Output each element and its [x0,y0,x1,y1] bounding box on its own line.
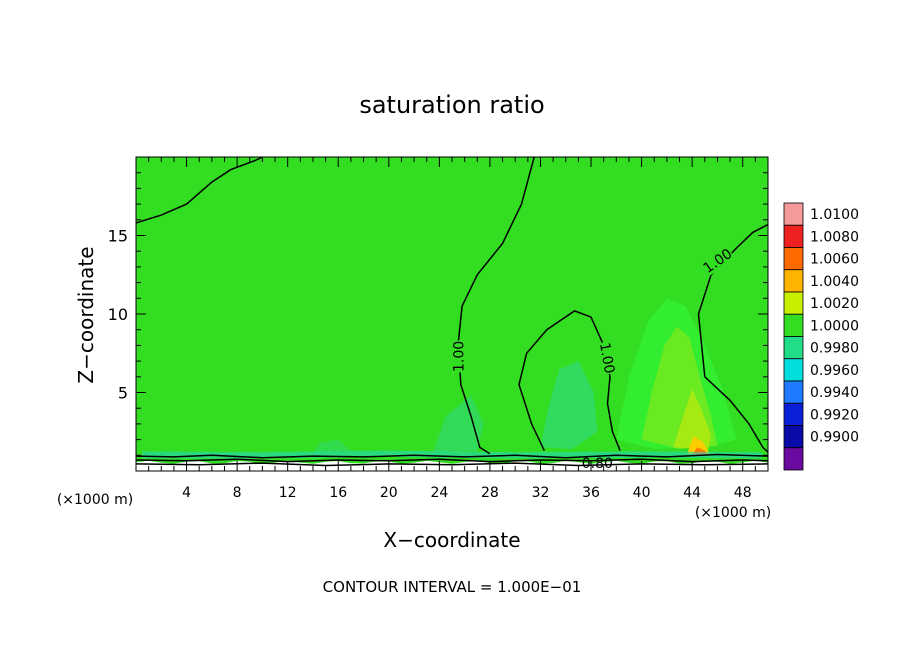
colorbar-swatch [783,247,804,271]
colorbar-label: 1.0060 [810,252,859,268]
colorbar-label: 0.9900 [810,430,859,446]
colorbar-swatch [783,291,804,315]
chart-title: saturation ratio [359,91,544,119]
x-tick-label: 4 [182,485,191,501]
field-patch-6 [433,395,484,453]
colorbar-swatch [783,447,804,471]
colorbar-label: 0.9960 [810,363,859,379]
plot-area: 1.00 1.001.000.80 [136,157,768,472]
y-tick-label: 10 [108,305,128,324]
colorbar-swatch [783,402,804,426]
colorbar-label: 1.0100 [810,207,859,223]
contour-line-2 [518,310,621,451]
colorbar-label: 0.9980 [810,341,859,357]
colorbar-label: 1.0020 [810,296,859,312]
contour-label-3: 0.80 [582,456,613,472]
x-tick-label: 12 [279,485,297,501]
x-tick-label: 28 [481,485,499,501]
x-axis-label: X−coordinate [383,528,520,552]
surface-band [136,460,768,471]
contour-line-0 [136,157,263,224]
colorbar-label: 1.0000 [810,318,859,334]
colorbar-label: 0.9920 [810,407,859,423]
colorbar-label: 0.9940 [810,385,859,401]
colorbar-swatch [783,269,804,293]
x-tick-label: 44 [683,485,701,501]
colorbar-label: 1.0040 [810,274,859,290]
field-patch-2 [673,389,712,449]
x-tick-label: 32 [532,485,550,501]
y-axis-label: Z−coordinate [74,246,98,383]
colorbar-swatch [783,358,804,382]
colorbar-swatch [783,336,804,360]
field-patch-3 [687,436,710,454]
y-tick-label: 15 [108,227,128,246]
colorbar-swatch [783,202,804,226]
x-unit-right: (×1000 m) [695,505,771,521]
contour-label-bg-1 [596,340,619,376]
contour-line-4 [136,453,768,459]
contour-label-1: 1.00 [596,341,617,374]
colorbar-swatch [783,224,804,248]
x-tick-label: 8 [233,485,242,501]
x-tick-label: 24 [430,485,448,501]
x-tick-label: 48 [734,485,752,501]
x-tick-label: 40 [633,485,651,501]
x-tick-label: 16 [329,485,347,501]
contour-line-1 [457,157,535,455]
field-layer: 1.00 1.001.000.80 [136,157,768,472]
field-patch-5 [540,361,598,449]
colorbar: 1.0100 1.0080 1.0060 1.0040 1.0020 1.0000 0.99… [783,202,859,471]
field-patch-7 [313,439,351,454]
contour-label-bg-2 [699,244,736,277]
contour-label-0: 1.00 [451,341,467,372]
x-tick-label: 36 [582,485,600,501]
colorbar-label: 1.0080 [810,229,859,245]
contour-line-3 [697,223,768,453]
contour-interval-note: CONTOUR INTERVAL = 1.000E−01 [323,578,582,596]
contour-label-bg-0 [450,340,467,373]
colorbar-swatch [783,380,804,404]
contour-line-5 [136,458,768,463]
y-tick-label: 5 [118,384,128,403]
colorbar-swatch [783,313,804,337]
x-tick-label: 20 [380,485,398,501]
x-unit-left: (×1000 m) [57,492,133,508]
contour-line-6 [136,462,768,467]
colorbar-swatch [783,425,804,449]
